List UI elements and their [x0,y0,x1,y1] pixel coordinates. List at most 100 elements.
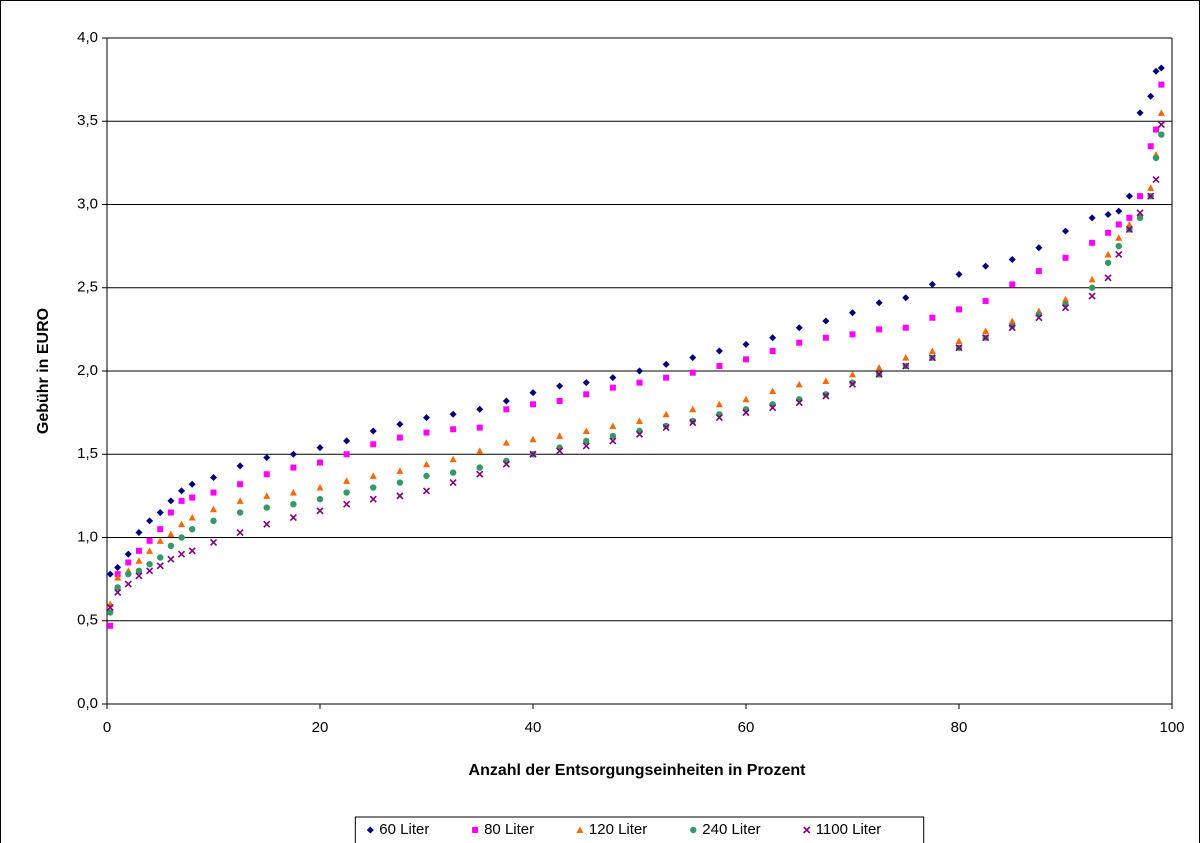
point [396,467,404,474]
point [982,327,990,335]
point [609,384,616,391]
point [167,509,174,516]
point [689,369,696,376]
legend-label: 1100 Liter [816,821,882,838]
point [237,481,244,488]
point [263,520,271,528]
point [189,494,196,501]
point [423,414,430,422]
point [609,422,617,429]
point [476,424,483,431]
point [396,492,404,500]
point [189,525,196,533]
point [849,331,856,338]
x-tick-label: 100 [1159,719,1184,736]
point [875,364,883,371]
x-tick-label: 0 [103,719,111,736]
point [715,400,723,408]
legend-label: 120 Liter [589,821,647,838]
point [876,326,883,333]
y-tick-label: 2,5 [77,279,98,296]
point [662,424,670,432]
point [236,528,244,537]
point [146,567,154,575]
point [369,427,377,435]
point [156,537,164,544]
point [529,389,537,397]
point [449,410,457,418]
point [1153,126,1160,133]
point [263,504,270,511]
y-tick-label: 0,0 [77,695,98,712]
point [188,547,196,555]
point [556,397,563,404]
point [662,410,670,418]
point [236,497,244,504]
point [1147,184,1155,191]
point [1035,268,1042,275]
point [769,387,777,394]
point [369,472,377,479]
y-axis-title: Gebühr in EURO [35,308,52,434]
legend-marker [576,826,584,833]
point [635,430,644,438]
point [476,447,484,454]
point [556,382,564,390]
point [636,379,643,386]
point [1035,314,1043,322]
point [530,401,536,408]
point [167,555,175,563]
point [1136,214,1144,222]
point [1088,275,1096,283]
point [236,462,244,470]
point [1158,131,1165,138]
point [849,370,856,378]
point [1147,143,1154,150]
point [156,562,164,570]
point [290,464,297,471]
point [1008,317,1016,325]
point [583,437,590,445]
point [689,405,697,413]
point [822,377,830,384]
point [1062,295,1069,303]
point [316,444,324,452]
point [450,426,457,433]
point [502,439,510,446]
point [157,554,164,561]
point [556,432,564,439]
point [1157,64,1165,72]
point [263,471,270,478]
point [1115,242,1122,250]
point [582,442,590,450]
point [955,337,963,345]
point [1104,274,1112,282]
y-tick-label: 4,0 [77,29,98,46]
point [1035,244,1043,252]
point [476,464,483,471]
point [1125,192,1133,200]
point [369,495,377,503]
point [124,550,132,558]
point [125,559,132,566]
point [609,374,617,382]
point [343,500,351,508]
point [289,489,297,496]
point [1105,229,1112,236]
legend-marker [690,826,697,834]
point [583,391,590,398]
legend-label: 240 Liter [702,821,760,838]
point [114,573,122,581]
point [423,429,430,436]
point [928,354,936,362]
point [582,379,590,387]
point [743,356,749,363]
series [106,121,1165,611]
point [316,507,324,515]
point [157,526,164,533]
point [114,584,121,591]
point [795,324,803,332]
point [1009,322,1016,330]
point [955,344,963,352]
